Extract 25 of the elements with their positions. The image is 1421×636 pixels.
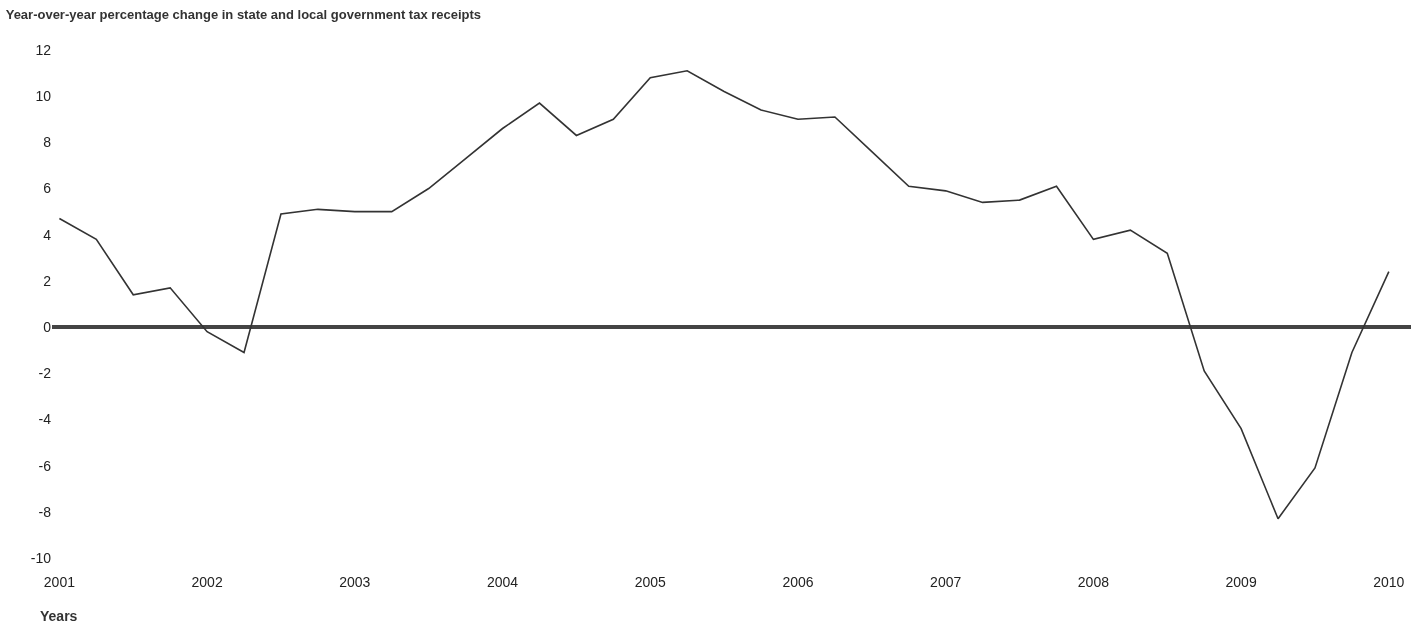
y-tick-label: 8 — [43, 134, 52, 151]
line-series — [58, 69, 1390, 520]
y-tick-label: -4 — [38, 411, 52, 428]
x-tick-label: 2006 — [782, 574, 814, 590]
x-tick-label: 2008 — [1077, 574, 1110, 590]
x-tick-label: 2002 — [191, 574, 223, 590]
y-tick-label: 6 — [43, 180, 52, 197]
x-tick-label: 2004 — [486, 574, 519, 590]
y-tick-label: 10 — [35, 88, 52, 105]
y-tick-label: -6 — [38, 457, 52, 474]
y-tick-label: -8 — [38, 503, 52, 520]
chart-title: Year-over-year percentage change in state and local government tax receipts — [5, 6, 482, 22]
x-tick-label: 2003 — [339, 574, 371, 590]
y-tick-label: 2 — [43, 272, 52, 289]
x-tick-label: 2010 — [1373, 574, 1405, 590]
y-tick-label: -10 — [30, 549, 52, 566]
y-tick-label: -2 — [38, 365, 52, 382]
x-tick-label: 2001 — [43, 574, 76, 590]
x-tick-label: 2009 — [1225, 574, 1257, 590]
y-tick-label: 0 — [43, 318, 52, 335]
y-tick-label: 4 — [43, 226, 52, 243]
x-tick-label: 2005 — [634, 574, 667, 590]
x-axis-title: Years — [40, 608, 78, 624]
y-tick-label: 12 — [35, 41, 52, 58]
x-tick-label: 2007 — [930, 574, 962, 590]
